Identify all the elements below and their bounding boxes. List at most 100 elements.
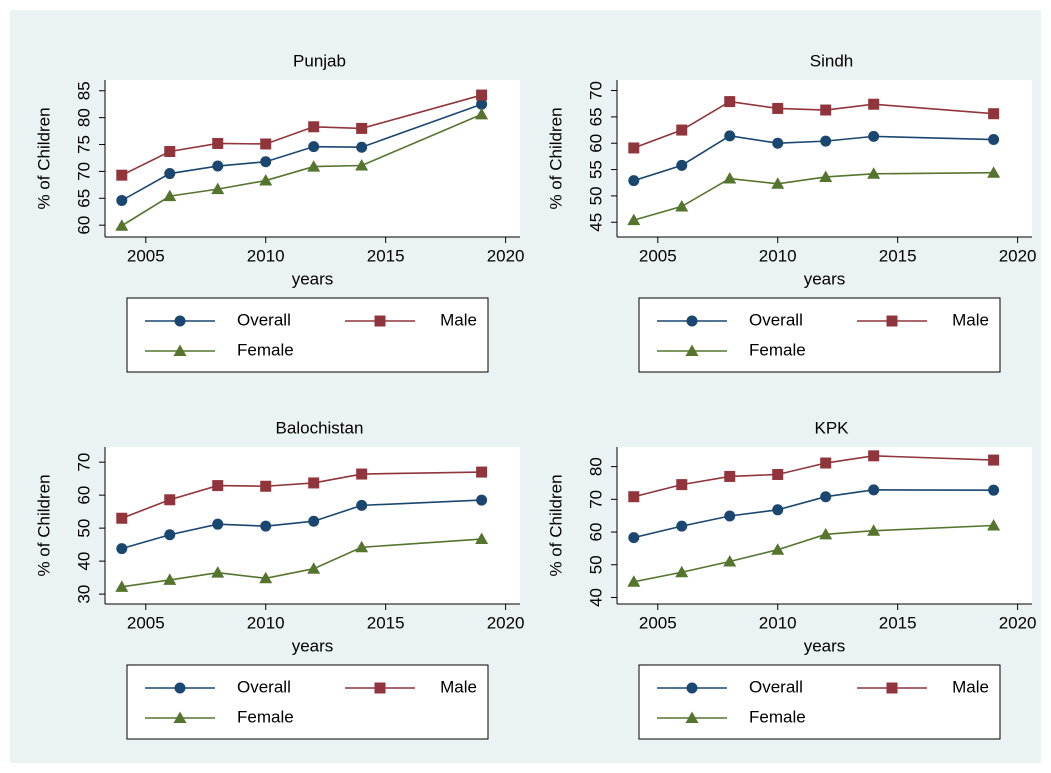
marker-triangle	[675, 199, 689, 212]
legend-label: Overall	[237, 677, 291, 696]
marker-square	[308, 477, 320, 489]
marker-circle	[676, 520, 688, 532]
marker-triangle	[685, 711, 699, 723]
marker-triangle	[675, 565, 689, 578]
marker-square	[116, 169, 128, 181]
marker-square	[356, 122, 368, 134]
x-axis-label: years	[804, 269, 846, 288]
legend-label: Female	[749, 340, 806, 359]
y-tick-label: 60	[74, 486, 93, 505]
marker-circle	[772, 504, 784, 516]
marker-square	[820, 457, 832, 469]
marker-triangle	[259, 571, 273, 584]
marker-triangle	[259, 174, 273, 186]
marker-circle	[868, 130, 880, 142]
y-tick-label: 85	[74, 81, 93, 100]
legend-box	[126, 664, 489, 740]
chart-title: Sindh	[810, 51, 853, 70]
x-tick-label: 2010	[759, 613, 797, 632]
x-tick-label: 2015	[367, 613, 405, 632]
plot-area	[617, 80, 1032, 237]
marker-circle	[308, 515, 320, 527]
x-tick-label: 2020	[487, 613, 525, 632]
marker-square	[374, 315, 386, 327]
legend-label: Male	[952, 677, 989, 696]
marker-circle	[116, 543, 128, 555]
x-tick-label: 2010	[247, 246, 285, 265]
marker-square	[628, 142, 640, 154]
y-axis-label: % of Children	[546, 474, 565, 576]
marker-triangle	[475, 107, 489, 120]
y-tick-label: 80	[74, 108, 93, 127]
marker-square	[260, 138, 272, 150]
marker-square	[676, 479, 688, 491]
marker-triangle	[819, 527, 833, 540]
x-axis-label: years	[804, 636, 846, 655]
marker-circle	[476, 98, 488, 110]
y-tick-label: 30	[74, 585, 93, 604]
marker-triangle	[771, 543, 785, 555]
marker-circle	[628, 532, 640, 544]
marker-triangle	[355, 158, 369, 171]
y-tick-label: 50	[586, 555, 605, 574]
marker-square	[772, 102, 784, 114]
marker-square	[868, 98, 880, 110]
x-tick-label: 2005	[639, 246, 677, 265]
chart-title: KPK	[814, 418, 849, 437]
legend-label: Male	[952, 310, 989, 329]
marker-square	[886, 315, 898, 327]
legend-label: Overall	[749, 310, 803, 329]
y-axis-label: % of Children	[34, 474, 53, 576]
legend-label: Overall	[237, 310, 291, 329]
marker-circle	[686, 315, 698, 327]
marker-circle	[724, 130, 736, 142]
marker-circle	[212, 160, 224, 172]
marker-square	[356, 468, 368, 480]
x-axis-label: years	[292, 269, 334, 288]
marker-circle	[356, 499, 368, 511]
marker-triangle	[163, 573, 177, 585]
marker-triangle	[819, 170, 833, 182]
marker-circle	[356, 141, 368, 153]
marker-square	[476, 466, 488, 478]
marker-triangle	[867, 167, 881, 179]
legend-label: Female	[237, 340, 294, 359]
x-tick-label: 2005	[639, 613, 677, 632]
x-tick-label: 2015	[367, 246, 405, 265]
marker-circle	[724, 510, 736, 522]
x-axis-label: years	[292, 636, 334, 655]
legend-box	[638, 297, 1001, 373]
y-axis-label: % of Children	[546, 107, 565, 209]
x-tick-label: 2005	[127, 613, 165, 632]
y-tick-label: 70	[74, 162, 93, 181]
marker-circle	[164, 529, 176, 541]
marker-triangle	[685, 344, 699, 356]
marker-triangle	[173, 344, 187, 356]
marker-circle	[164, 168, 176, 180]
marker-circle	[868, 484, 880, 496]
legend-box	[126, 297, 489, 373]
y-tick-label: 55	[586, 160, 605, 179]
marker-circle	[476, 494, 488, 506]
marker-triangle	[627, 213, 641, 226]
legend-box	[638, 664, 1001, 740]
marker-circle	[116, 194, 128, 206]
marker-triangle	[723, 172, 737, 184]
x-tick-label: 2020	[999, 613, 1037, 632]
marker-triangle	[627, 575, 641, 587]
plot-area	[105, 80, 520, 237]
y-tick-label: 65	[74, 189, 93, 208]
marker-circle	[988, 484, 1000, 496]
marker-triangle	[987, 166, 1001, 178]
marker-triangle	[163, 189, 177, 202]
marker-square	[886, 682, 898, 694]
legend-label: Female	[749, 707, 806, 726]
marker-circle	[212, 518, 224, 530]
marker-triangle	[307, 562, 321, 574]
y-tick-label: 60	[586, 523, 605, 542]
y-tick-label: 40	[74, 552, 93, 571]
marker-circle	[686, 682, 698, 694]
y-tick-label: 45	[586, 213, 605, 232]
marker-square	[868, 450, 880, 462]
